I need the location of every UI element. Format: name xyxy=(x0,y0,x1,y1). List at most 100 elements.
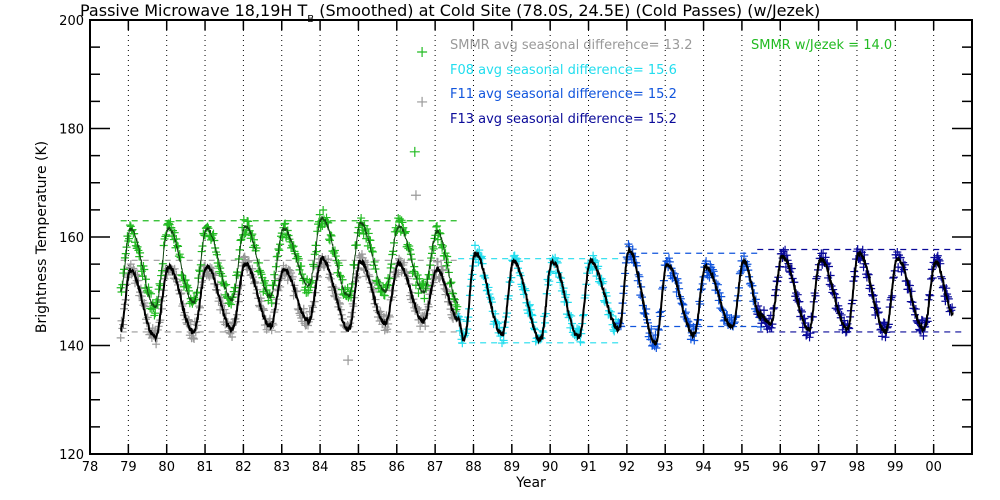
data-point xyxy=(383,325,392,334)
data-point xyxy=(244,217,253,226)
data-point xyxy=(879,318,888,327)
x-tick-label: 78 xyxy=(82,460,99,475)
data-point xyxy=(414,289,423,298)
data-point xyxy=(316,223,325,232)
data-point xyxy=(499,336,508,345)
y-tick-label: 200 xyxy=(59,14,84,29)
data-point xyxy=(280,220,289,229)
data-point xyxy=(401,227,410,236)
legend-annotations: SMMR avg seasonal difference= 13.2 SMMR … xyxy=(450,38,892,127)
data-point xyxy=(362,234,371,243)
data-point xyxy=(821,253,830,262)
x-tick-label: 85 xyxy=(350,460,367,475)
data-point xyxy=(172,234,181,243)
annotation-f13: F13 avg seasonal difference= 15.2 xyxy=(450,112,677,127)
data-point xyxy=(880,319,889,328)
data-point xyxy=(312,247,321,256)
data-point xyxy=(384,281,393,290)
data-point xyxy=(152,295,161,304)
data-point xyxy=(878,332,887,341)
data-point xyxy=(298,276,307,285)
smoothed-line xyxy=(120,215,459,309)
grid-lines xyxy=(127,20,935,454)
data-point xyxy=(664,254,673,263)
data-point xyxy=(338,275,347,284)
data-point xyxy=(313,263,322,272)
data-point xyxy=(215,267,224,276)
data-point xyxy=(147,305,156,314)
data-point xyxy=(324,255,333,264)
data-point xyxy=(933,251,942,260)
data-point xyxy=(443,252,452,261)
annotation-f08: F08 avg seasonal difference= 15.6 xyxy=(450,63,677,78)
data-point xyxy=(779,247,788,256)
data-point xyxy=(116,333,125,342)
x-tick-label: 81 xyxy=(197,460,214,475)
x-tick-label: 95 xyxy=(734,460,751,475)
data-point xyxy=(140,265,149,274)
x-tick-label: 84 xyxy=(312,460,329,475)
x-tick-label: 97 xyxy=(810,460,827,475)
chart-title: Passive Microwave 18,19H TB (Smoothed) a… xyxy=(80,1,820,25)
x-tick-label: 98 xyxy=(849,460,866,475)
x-tick-label: 96 xyxy=(772,460,789,475)
data-point xyxy=(166,217,175,226)
outlier-point xyxy=(417,96,428,107)
data-point xyxy=(176,253,185,262)
data-point xyxy=(432,222,441,231)
data-point xyxy=(145,288,154,297)
data-point xyxy=(423,281,432,290)
x-tick-label: 80 xyxy=(158,460,175,475)
y-tick-label: 180 xyxy=(59,123,84,138)
data-point xyxy=(164,219,173,228)
y-tick-label: 120 xyxy=(59,448,84,463)
x-tick-label: 99 xyxy=(887,460,904,475)
data-point xyxy=(262,325,271,334)
data-point xyxy=(438,243,447,252)
reference-lines xyxy=(120,220,965,344)
data-point xyxy=(315,210,324,219)
data-point xyxy=(420,294,429,303)
data-point xyxy=(322,213,331,222)
smoothed-line xyxy=(756,249,954,335)
data-point xyxy=(154,285,163,294)
outlier-point xyxy=(417,47,428,58)
x-tick-label: 90 xyxy=(542,460,559,475)
data-point xyxy=(475,246,484,255)
data-point xyxy=(881,333,890,342)
data-point xyxy=(451,300,460,309)
data-point xyxy=(686,335,695,344)
data-point xyxy=(228,332,237,341)
data-point xyxy=(125,221,134,230)
data-point xyxy=(148,299,157,308)
data-point xyxy=(267,299,276,308)
data-point xyxy=(471,241,480,250)
data-point xyxy=(858,245,867,254)
data-point xyxy=(400,258,409,267)
data-point xyxy=(306,283,315,292)
data-point xyxy=(652,344,661,353)
data-point xyxy=(576,337,585,346)
data-point xyxy=(589,251,598,260)
data-point xyxy=(214,262,223,271)
data-point xyxy=(805,333,814,342)
outlier-point xyxy=(343,355,354,366)
y-tick-label: 140 xyxy=(59,340,84,355)
x-tick-label: 00 xyxy=(925,460,942,475)
data-point xyxy=(907,287,916,296)
outlier-point xyxy=(409,146,420,157)
data-point xyxy=(181,275,190,284)
data-point xyxy=(665,257,674,266)
smoothed-line xyxy=(120,255,460,343)
data-point xyxy=(357,214,366,223)
data-point xyxy=(325,236,334,245)
data-point xyxy=(703,271,712,280)
x-tick-label: 91 xyxy=(580,460,597,475)
data-point xyxy=(367,243,376,252)
data-point xyxy=(144,283,153,292)
data-point xyxy=(380,291,389,300)
data-point xyxy=(575,326,584,335)
data-point xyxy=(398,218,407,227)
data-point xyxy=(239,215,248,224)
